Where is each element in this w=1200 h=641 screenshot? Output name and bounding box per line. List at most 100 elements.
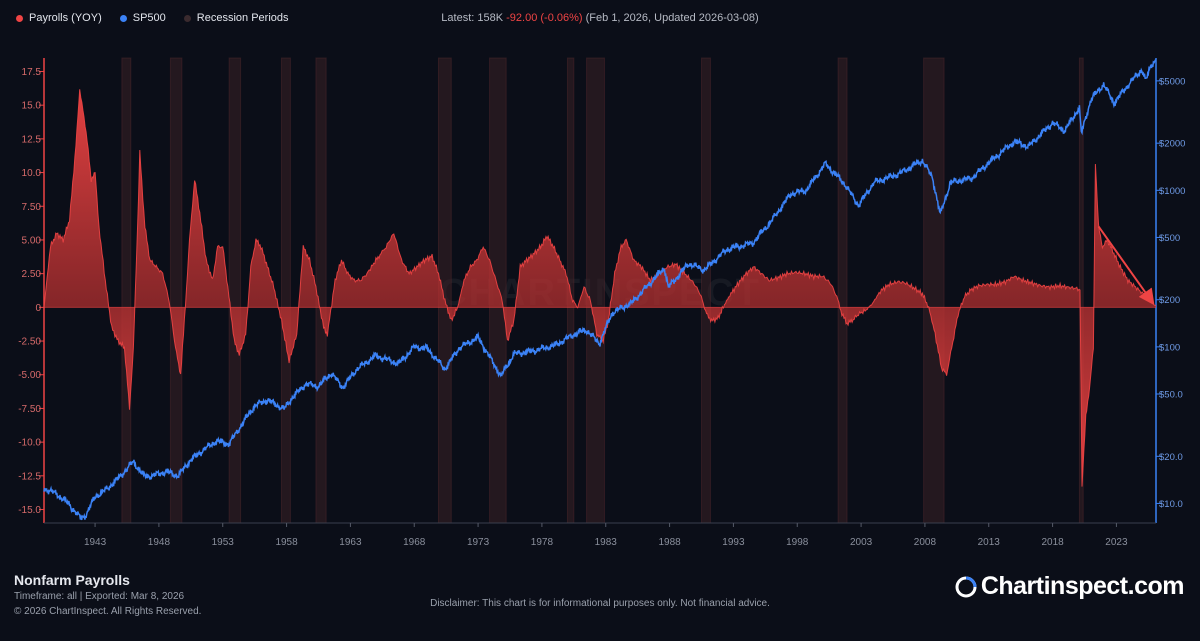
legend-item-recessions[interactable]: Recession Periods xyxy=(183,12,289,24)
sp500-point xyxy=(1079,107,1081,109)
sp500-point xyxy=(85,514,87,516)
payrolls-point xyxy=(360,280,362,282)
x-axis-tick-label: 1953 xyxy=(212,537,235,548)
payrolls-point xyxy=(872,303,874,305)
sp500-point xyxy=(458,347,460,349)
payrolls-point xyxy=(526,259,528,261)
payrolls-point xyxy=(1076,288,1078,290)
payrolls-point xyxy=(822,276,824,278)
right-axis-tick-label: $5000 xyxy=(1159,76,1185,87)
payrolls-point xyxy=(590,300,592,302)
payrolls-point xyxy=(717,317,719,319)
payrolls-point xyxy=(43,307,45,309)
payrolls-point xyxy=(353,280,355,282)
sp500-point xyxy=(611,312,613,314)
latest-value-readout: Latest: 158K -92.00 (-0.06%) (Feb 1, 202… xyxy=(0,12,1200,24)
right-axis-tick-label: $20.0 xyxy=(1159,452,1183,463)
payrolls-point xyxy=(730,293,732,295)
sp500-point xyxy=(228,443,230,445)
brand-logo-icon xyxy=(955,576,977,597)
payrolls-point xyxy=(738,282,740,284)
payrolls-point xyxy=(1031,282,1033,284)
sp500-point xyxy=(726,249,728,251)
recession-band xyxy=(228,57,242,524)
sp500-point xyxy=(752,242,754,244)
left-axis-tick-label: 7.50 xyxy=(22,202,42,213)
payrolls-color-dot xyxy=(16,14,23,22)
payrolls-point xyxy=(577,307,579,309)
payrolls-point xyxy=(476,259,478,261)
payrolls-point xyxy=(699,293,701,295)
payrolls-point xyxy=(189,239,191,241)
disclaimer-text: Disclaimer: This chart is for informatio… xyxy=(430,598,770,609)
payrolls-point xyxy=(502,300,504,302)
payrolls-point xyxy=(745,273,747,275)
payrolls-point xyxy=(1095,161,1097,163)
legend-item-sp500[interactable]: SP500 xyxy=(119,12,166,24)
right-axis-tick-label: $1000 xyxy=(1159,186,1185,197)
payrolls-point xyxy=(175,347,177,349)
payrolls-point xyxy=(62,239,64,241)
sp500-point xyxy=(932,177,934,179)
payrolls-point xyxy=(996,284,998,286)
payrolls-point xyxy=(1040,285,1042,287)
payrolls-point xyxy=(375,259,377,261)
payrolls-point xyxy=(957,313,959,315)
x-axis-tick-label: 1948 xyxy=(148,537,171,548)
annotation-arrow xyxy=(1097,225,1155,306)
payrolls-point xyxy=(1085,414,1087,416)
payrolls-point xyxy=(233,340,235,342)
payrolls-point xyxy=(315,286,317,288)
brand-logo[interactable]: Chartinspect.com xyxy=(955,572,1185,601)
sp500-point xyxy=(190,459,192,461)
payrolls-point xyxy=(393,232,395,234)
payrolls-point xyxy=(565,273,567,275)
sp500-point xyxy=(1014,141,1016,143)
sp500-point xyxy=(1113,102,1115,104)
chart-title: Nonfarm Payrolls xyxy=(14,572,130,588)
sp500-point xyxy=(426,347,428,349)
payrolls-point xyxy=(438,273,440,275)
sp500-point xyxy=(56,493,58,495)
brand-text: Chartinspect.com xyxy=(980,572,1185,600)
payrolls-point xyxy=(559,259,561,261)
payrolls-point xyxy=(90,179,92,181)
sp500-point xyxy=(939,214,941,216)
payrolls-point xyxy=(706,313,708,315)
payrolls-point xyxy=(401,259,403,261)
recession-band xyxy=(837,57,848,524)
payrolls-point xyxy=(444,300,446,302)
legend-label-sp500: SP500 xyxy=(132,12,166,24)
sp500-point xyxy=(688,263,690,265)
right-axis-tick-label: $500 xyxy=(1159,233,1180,244)
x-axis-tick-label: 1943 xyxy=(84,537,107,548)
recession-band xyxy=(700,57,711,524)
sp500-point xyxy=(1128,83,1130,85)
payrolls-point xyxy=(625,239,627,241)
right-axis-tick-label: $50.0 xyxy=(1159,390,1183,401)
sp500-point xyxy=(554,345,556,347)
payrolls-point xyxy=(255,239,257,241)
left-axis-tick-label: 0 xyxy=(35,303,41,314)
payrolls-point xyxy=(239,354,241,356)
legend-label-recessions: Recession Periods xyxy=(196,12,289,24)
sp500-point xyxy=(899,173,901,175)
x-axis-tick-label: 2023 xyxy=(1105,537,1128,548)
left-axis-tick-label: -2.50 xyxy=(18,337,41,348)
payrolls-point xyxy=(424,259,426,261)
x-axis-tick-label: 1958 xyxy=(275,537,298,548)
payrolls-point xyxy=(922,293,924,295)
payrolls-point xyxy=(205,259,207,261)
payrolls-point xyxy=(534,253,536,255)
payrolls-point xyxy=(217,246,219,248)
sp500-point xyxy=(988,162,990,164)
legend-item-payrolls[interactable]: Payrolls (YOY) xyxy=(16,12,102,24)
sp500-point xyxy=(1150,64,1152,66)
payrolls-point xyxy=(489,259,491,261)
payrolls-point xyxy=(129,408,131,410)
sp500-point xyxy=(1028,146,1030,148)
sp500-point xyxy=(143,475,145,477)
sp500-point xyxy=(292,396,294,398)
x-axis-tick-label: 2008 xyxy=(914,537,937,548)
payrolls-point xyxy=(168,300,170,302)
